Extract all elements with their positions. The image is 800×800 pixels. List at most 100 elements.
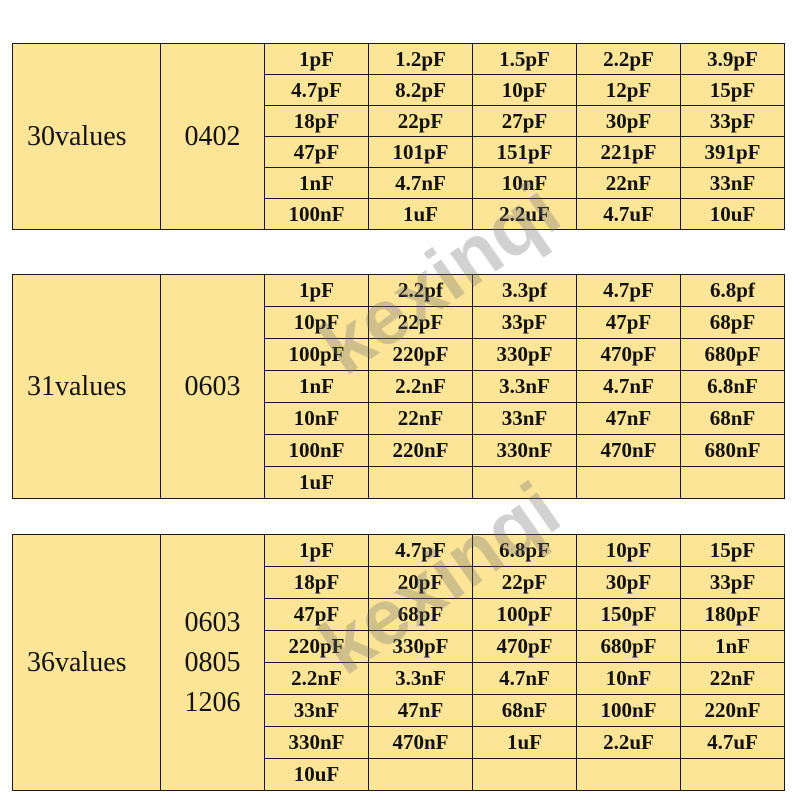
capacitance-value: 18pF [264,105,369,137]
capacitance-value: 2.2nF [368,370,473,403]
capacitance-value: 18pF [264,566,369,599]
capacitance-value: 330nF [472,434,577,467]
capacitance-value: 33pF [472,306,577,339]
capacitance-value: 1uF [264,466,369,499]
capacitance-value: 2.2pf [368,274,473,307]
capacitance-value: 30pF [576,566,681,599]
capacitance-value: 2.2pF [576,43,681,75]
capacitance-value: 4.7pF [368,534,473,567]
capacitance-value: 100nF [264,434,369,467]
capacitance-value: 10pF [264,306,369,339]
package-size: 0603 [184,606,241,638]
capacitance-value: 10pF [472,74,577,106]
capacitance-value: 470pF [472,630,577,663]
capacitance-value: 20pF [368,566,473,599]
capacitance-value: 22pF [368,105,473,137]
capacitance-value: 680nF [680,434,785,467]
capacitance-value: 391pF [680,136,785,168]
kit-count-label: 31values [12,274,161,499]
value-row: 100nF 1uF 2.2uF 4.7uF 10uF [13,198,785,230]
capacitance-value: 150pF [576,598,681,631]
capacitance-value: 4.7pF [264,74,369,106]
capacitance-value: 1.2pF [368,43,473,75]
capacitance-value: 68nF [680,402,785,435]
capacitance-value: 470pF [576,338,681,371]
capacitance-value: 3.9pF [680,43,785,75]
empty-cell [472,466,577,499]
capacitance-value: 47nF [576,402,681,435]
capacitance-value: 1nF [680,630,785,663]
empty-cell [472,758,577,791]
capacitance-value: 10uF [680,198,785,230]
capacitance-value: 10nF [576,662,681,695]
capacitance-value: 10nF [472,167,577,199]
package-size-cell: 0603 0805 1206 [160,534,265,791]
capacitance-value: 470nF [368,726,473,759]
capacitance-value: 1.5pF [472,43,577,75]
capacitance-value: 22pF [368,306,473,339]
capacitance-value: 151pF [472,136,577,168]
package-size-cell: 0402 [160,43,265,230]
value-row: 31values 0603 1pF 2.2pf 3.3pf 4.7pF 6.8pf [12,274,785,499]
value-row: 10nF 22nF 33nF 47nF 68nF [13,402,785,435]
value-row: 1nF 2.2nF 3.3nF 4.7nF 6.8nF [13,370,785,403]
capacitance-value: 6.8pf [680,274,785,307]
capacitance-value: 1nF [264,167,369,199]
capacitance-value: 15pF [680,74,785,106]
capacitance-value: 100pF [472,598,577,631]
value-row: 100pF 220pF 330pF 470pF 680pF [13,338,785,371]
capacitance-value: 3.3nF [368,662,473,695]
value-row: 36values 0603 0805 1206 1pF 4.7pF 6.8pF 10pF 15p… [12,534,785,791]
capacitance-value: 22nF [680,662,785,695]
capacitance-value: 33pF [680,105,785,137]
empty-cell [368,758,473,791]
capacitance-value: 221pF [576,136,681,168]
package-size-cell: 0603 [160,274,265,499]
capacitance-value: 47nF [368,694,473,727]
capacitance-value: 47pF [576,306,681,339]
capacitance-value: 101pF [368,136,473,168]
capacitance-value: 220pF [368,338,473,371]
capacitance-value: 1uF [472,726,577,759]
capacitance-value: 27pF [472,105,577,137]
capacitance-value: 33nF [264,694,369,727]
capacitance-value: 100nF [264,198,369,230]
capacitance-value: 3.3nF [472,370,577,403]
capacitance-value: 330pF [368,630,473,663]
capacitance-value: 10pF [576,534,681,567]
capacitance-value: 4.7uF [576,198,681,230]
capacitance-value: 33pF [680,566,785,599]
capacitance-value: 22nF [368,402,473,435]
empty-cell [368,466,473,499]
capacitance-value: 30pF [576,105,681,137]
capacitance-value: 4.7uF [680,726,785,759]
capacitance-value: 220nF [680,694,785,727]
capacitance-value: 4.7nF [472,662,577,695]
capacitance-value: 2.2nF [264,662,369,695]
value-row: 30values 0402 1pF 1.2pF 1.5pF 2.2pF 3.9pF [12,43,785,230]
capacitance-value: 33nF [472,402,577,435]
capacitance-value: 10nF [264,402,369,435]
capacitance-value: 47pF [264,598,369,631]
value-row: 10uF [13,758,785,791]
capacitance-value: 220nF [368,434,473,467]
capacitance-value: 1uF [368,198,473,230]
capacitance-value: 12pF [576,74,681,106]
capacitance-value: 1pF [264,534,369,567]
empty-cell [680,758,785,791]
package-size: 0402 [184,120,241,152]
capacitance-value: 680pF [680,338,785,371]
capacitance-value: 68pF [368,598,473,631]
capacitance-value: 470nF [576,434,681,467]
capacitance-value: 220pF [264,630,369,663]
capacitor-kit-table-0402: 30values 0402 1pF 1.2pF 1.5pF 2.2pF 3.9pF 4.7pF… [12,43,785,230]
capacitance-value: 22pF [472,566,577,599]
value-row: 2.2nF 3.3nF 4.7nF 10nF 22nF [13,662,785,695]
capacitance-value: 2.2uF [472,198,577,230]
capacitance-value: 4.7nF [576,370,681,403]
capacitance-value: 1pF [264,274,369,307]
capacitance-value: 100nF [576,694,681,727]
capacitance-value: 680pF [576,630,681,663]
package-size: 0805 [184,646,241,678]
capacitance-value: 1nF [264,370,369,403]
